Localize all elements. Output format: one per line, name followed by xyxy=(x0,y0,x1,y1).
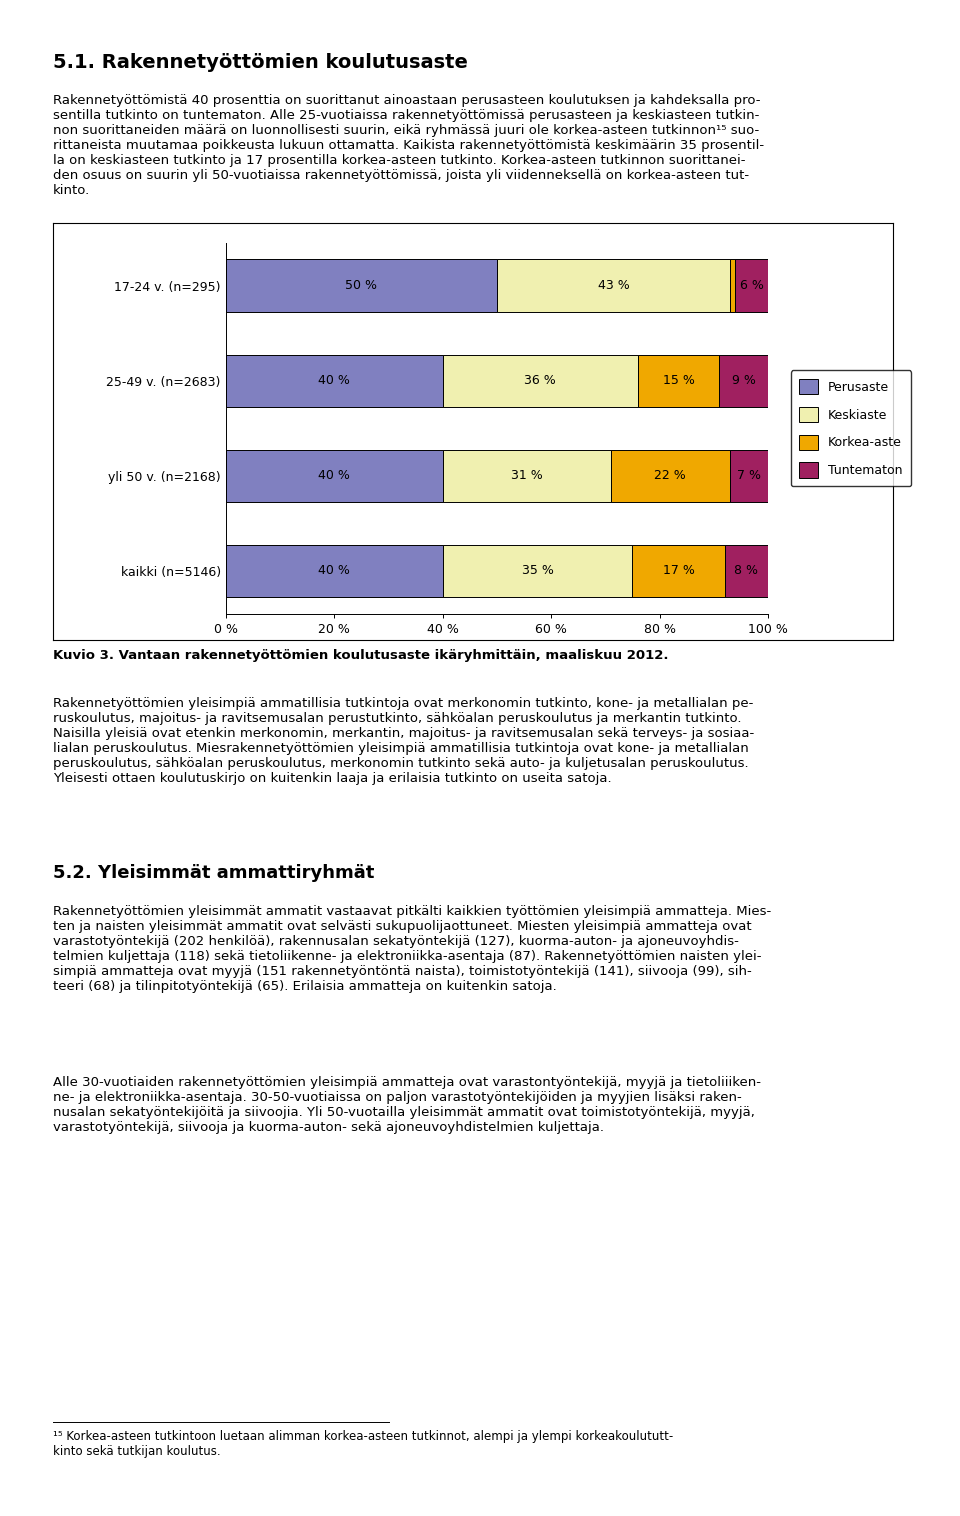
Text: 40 %: 40 % xyxy=(318,564,350,578)
Text: 40 %: 40 % xyxy=(318,374,350,387)
Text: 22 %: 22 % xyxy=(655,470,686,482)
Text: Rakennetyöttömien yleisimpiä ammatillisia tutkintoja ovat merkonomin tutkinto, k: Rakennetyöttömien yleisimpiä ammatillisi… xyxy=(53,697,754,785)
Bar xyxy=(611,450,730,502)
Text: Alle 30-vuotiaiden rakennetyöttömien yleisimpiä ammatteja ovat varastontyöntekij: Alle 30-vuotiaiden rakennetyöttömien yle… xyxy=(53,1076,760,1134)
Bar xyxy=(725,544,768,597)
Text: 36 %: 36 % xyxy=(524,374,556,387)
Text: 40 %: 40 % xyxy=(318,470,350,482)
Text: 9 %: 9 % xyxy=(732,374,756,387)
Text: Rakennetyöttömien yleisimmät ammatit vastaavat pitkälti kaikkien työttömien ylei: Rakennetyöttömien yleisimmät ammatit vas… xyxy=(53,905,771,993)
Legend: Perusaste, Keskiaste, Korkea-aste, Tuntematon: Perusaste, Keskiaste, Korkea-aste, Tunte… xyxy=(790,370,911,487)
Bar xyxy=(497,259,730,312)
Text: 43 %: 43 % xyxy=(597,279,630,293)
Bar xyxy=(443,450,611,502)
Bar xyxy=(735,259,768,312)
Bar xyxy=(633,544,725,597)
Text: 6 %: 6 % xyxy=(740,279,763,293)
Bar xyxy=(443,355,637,406)
Text: 5.2. Yleisimmät ammattiryhmät: 5.2. Yleisimmät ammattiryhmät xyxy=(53,864,374,882)
Bar xyxy=(226,355,443,406)
Text: Rakennetyöttömistä 40 prosenttia on suorittanut ainoastaan perusasteen koulutuks: Rakennetyöttömistä 40 prosenttia on suor… xyxy=(53,94,764,197)
Bar xyxy=(226,544,443,597)
Text: 31 %: 31 % xyxy=(511,470,542,482)
Bar xyxy=(730,259,735,312)
Text: ¹⁵ Korkea-asteen tutkintoon luetaan alimman korkea-asteen tutkinnot, alempi ja y: ¹⁵ Korkea-asteen tutkintoon luetaan alim… xyxy=(53,1430,673,1457)
Text: 50 %: 50 % xyxy=(346,279,377,293)
Text: 15 %: 15 % xyxy=(662,374,694,387)
Text: 17 %: 17 % xyxy=(662,564,694,578)
Text: 7 %: 7 % xyxy=(737,470,761,482)
Bar xyxy=(637,355,719,406)
Text: 8 %: 8 % xyxy=(734,564,758,578)
Bar xyxy=(719,355,768,406)
Bar xyxy=(226,450,443,502)
Bar xyxy=(730,450,768,502)
Text: 5.1. Rakennetyöttömien koulutusaste: 5.1. Rakennetyöttömien koulutusaste xyxy=(53,53,468,73)
Bar xyxy=(443,544,633,597)
Text: Kuvio 3. Vantaan rakennetyöttömien koulutusaste ikäryhmittäin, maaliskuu 2012.: Kuvio 3. Vantaan rakennetyöttömien koulu… xyxy=(53,649,668,662)
Bar xyxy=(226,259,497,312)
Text: 35 %: 35 % xyxy=(521,564,553,578)
